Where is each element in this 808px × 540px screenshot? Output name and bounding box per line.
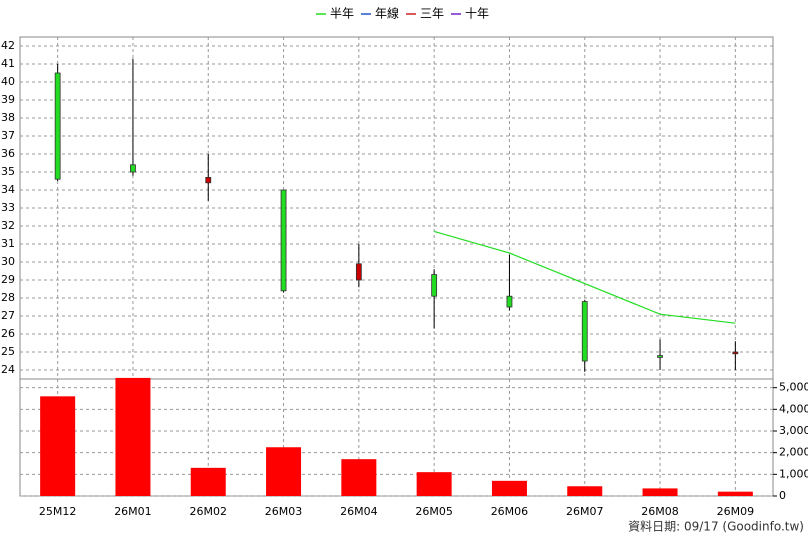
y-tick-label: 33: [1, 201, 15, 214]
y-tick-label: 0: [779, 489, 786, 502]
bar: [266, 447, 302, 496]
y-tick-label: 5,000: [779, 381, 808, 394]
bar: [416, 472, 452, 496]
y-tick-label: 41: [1, 57, 15, 70]
bar: [190, 467, 226, 496]
y-tick-label: 34: [1, 183, 15, 196]
plot-area: [19, 36, 774, 380]
candle-body: [54, 72, 61, 180]
x-tick-label: 26M02: [190, 505, 228, 518]
footer: 資料日期: 09/17 (Goodinfo.tw): [628, 520, 804, 534]
legend-label: 半年: [330, 7, 354, 21]
candle-body: [581, 301, 588, 362]
bar: [341, 459, 377, 496]
x-tick-label: 26M09: [717, 505, 755, 518]
candle-body: [657, 355, 663, 358]
x-tick-label: 26M05: [415, 505, 453, 518]
candle-body: [280, 189, 287, 292]
candle-body: [732, 351, 739, 355]
y-tick-label: 1,000: [779, 467, 808, 480]
x-tick-label: 26M04: [340, 505, 378, 518]
y-tick-label: 28: [1, 291, 15, 304]
x-tick-label: 26M03: [265, 505, 303, 518]
y-tick-label: 38: [1, 111, 15, 124]
y-tick-label: 35: [1, 165, 15, 178]
x-tick-label: 25M12: [39, 505, 77, 518]
y-tick-label: 25: [1, 345, 15, 358]
y-tick-label: 37: [1, 129, 15, 142]
candle-body: [355, 263, 362, 281]
candle-body: [130, 164, 136, 173]
y-tick-label: 39: [1, 93, 15, 106]
y-tick-label: 2,000: [779, 446, 808, 459]
legend-label: 三年: [420, 7, 444, 21]
y-tick-label: 32: [1, 219, 15, 232]
y-tick-label: 31: [1, 237, 15, 250]
y-tick-label: 36: [1, 147, 15, 160]
legend-label: 年線: [375, 6, 399, 21]
y-tick-label: 26: [1, 327, 15, 340]
y-tick-label: 4,000: [779, 402, 808, 415]
x-tick-label: 26M08: [641, 505, 679, 518]
y-tick-label: 29: [1, 273, 15, 286]
ma-line: [433, 230, 736, 324]
bar: [40, 396, 76, 496]
y-tick-label: 40: [1, 75, 15, 88]
bar: [567, 486, 603, 496]
y-tick-label: 27: [1, 309, 15, 322]
y-tick-label: 3,000: [779, 424, 808, 437]
bar: [115, 377, 151, 496]
candle-body: [205, 176, 212, 184]
y-tick-label: 24: [1, 363, 15, 376]
candle-body: [506, 295, 513, 308]
y-tick-label: 42: [1, 39, 15, 52]
x-tick-label: 26M06: [491, 505, 529, 518]
candle-body: [431, 274, 438, 297]
x-tick-label: 26M01: [114, 505, 152, 518]
bar: [717, 491, 753, 496]
x-tick-label: 26M07: [566, 505, 604, 518]
y-tick-label: 30: [1, 255, 15, 268]
bar: [642, 488, 678, 496]
bar: [491, 480, 527, 496]
legend-label: 十年: [465, 7, 489, 21]
